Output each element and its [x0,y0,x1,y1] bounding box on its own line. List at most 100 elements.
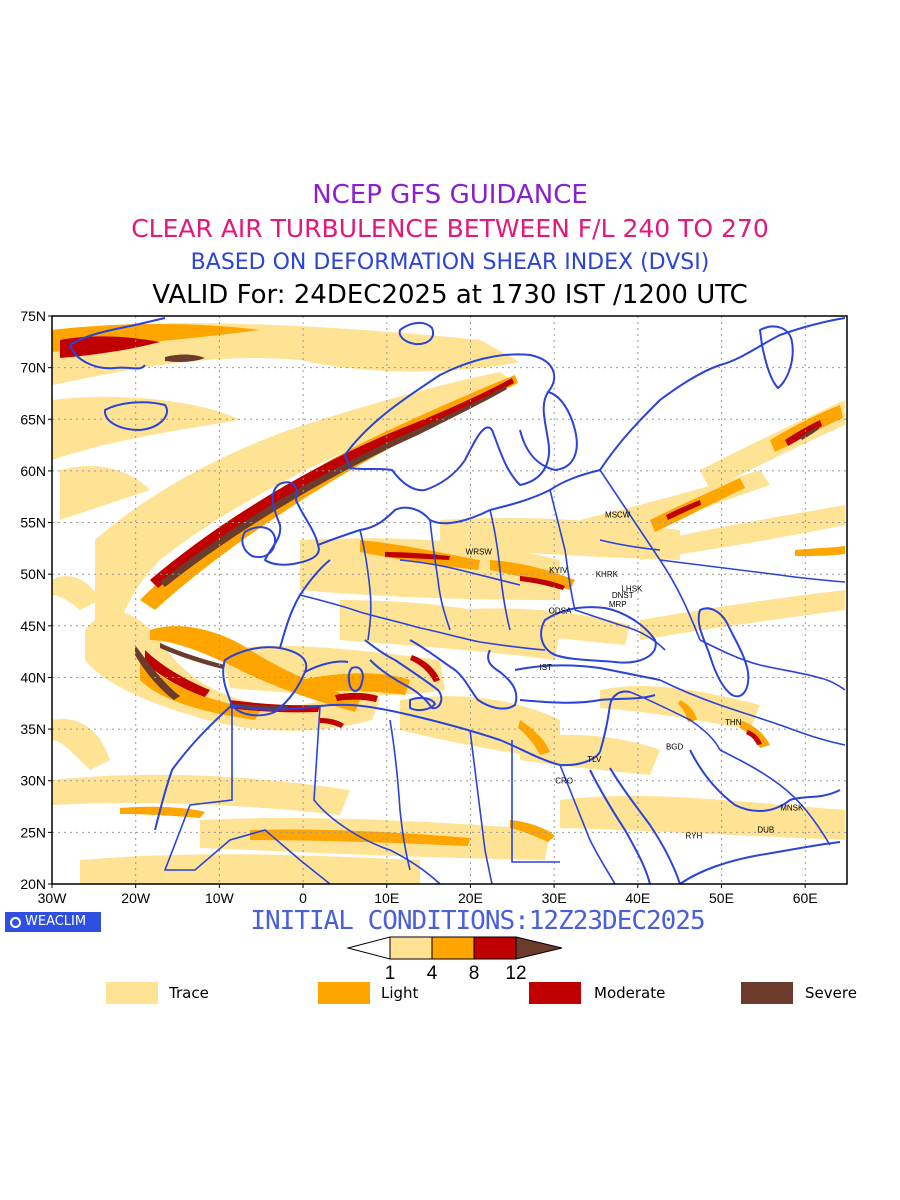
axis-ticks [48,315,806,888]
lat-label: 45N [20,618,46,634]
political-borders [163,469,846,884]
lon-label: 20W [121,890,151,906]
station-label-mscw: MSCW [605,510,631,519]
lon-label: 50E [709,890,734,906]
black-sea-coast [540,606,657,664]
chart-subtitle: CLEAR AIR TURBULENCE BETWEEN F/L 240 TO … [131,214,769,243]
lat-label: 30N [20,773,46,789]
border-line [429,519,451,631]
border-line [313,705,441,884]
border-line [399,559,521,586]
latitude-labels: 75N 70N 65N 60N 55N 50N 45N 40N 35N 30N 25N 20N [20,308,46,892]
border-line [699,639,846,691]
turbulence-map: 75N 70N 65N 60N 55N 50N 45N 40N 35N 30N 25N 20N 30W… [20,308,848,906]
colorbar-tick: 1 [385,963,396,982]
valid-time-line: VALID For: 24DEC2025 at 1730 IST /1200 U… [152,280,748,310]
iberia-coast [222,646,308,717]
station-label-lhsk: LHSK [621,585,643,594]
station-label-ist: IST [540,663,553,672]
station-label-mnsk: MNSK [780,804,804,813]
station-label-dnst: DNST [612,591,634,600]
border-line [359,529,372,641]
station-label-tlv: TLV [587,755,602,764]
border-line [599,469,701,641]
colorbar: 1 4 8 12 [346,936,563,982]
novaya-zemlya-coast [759,325,794,389]
station-label-odsa: ODSA [549,606,572,615]
britain-coast [264,481,320,566]
iceland-coast [104,401,168,431]
lat-label: 20N [20,876,46,892]
station-label-khrk: KHRK [596,570,619,579]
sicily-coast [409,696,436,712]
lat-label: 60N [20,463,46,479]
lat-label: 40N [20,669,46,685]
border-line [549,489,576,611]
station-label-dub: DUB [757,825,774,834]
lon-label: 10E [374,890,399,906]
border-line [659,559,846,583]
station-label-wrsw: WRSW [466,547,493,556]
sardinia-coast [347,666,364,692]
border-line [629,691,721,751]
lat-label: 55N [20,515,46,531]
lon-label: 0 [299,890,307,906]
border-line [489,509,511,631]
turbulence-shading [52,323,845,884]
legend-label-moderate: Moderate [594,984,666,1002]
lat-label: 65N [20,411,46,427]
colorbar-segment-trace [389,936,433,960]
colorbar-segment-moderate [473,936,517,960]
border-line [419,627,546,651]
weaclim-logo[interactable]: WEACLIM [5,912,101,932]
lat-label: 70N [20,360,46,376]
border-line [719,749,831,846]
finland-coast [519,391,578,471]
chart-title: NCEP GFS GUIDANCE [312,180,588,210]
plot-frame [51,315,848,885]
border-line [511,740,560,863]
russia-north-coast [599,317,846,471]
border-line [299,594,421,629]
persian-gulf-coast [689,749,841,812]
border-line [163,704,331,884]
greenland-coast [69,317,166,370]
svalbard-coast [398,322,434,346]
border-line [599,539,661,551]
colorbar-tick: 8 [469,963,480,982]
legend-label-trace: Trace [169,984,209,1002]
turkey-coast [514,664,661,704]
lon-label: 30W [38,890,68,906]
station-label-mrp: MRP [609,600,627,609]
levant-coast [599,690,631,753]
chart-method-line: BASED ON DEFORMATION SHEAR INDEX (DVSI) [190,250,710,275]
colorbar-tick: 12 [505,963,526,982]
border-line [559,764,616,884]
border-line [389,719,411,871]
lon-label: 30E [542,890,567,906]
legend-swatch-severe [741,982,793,1004]
weaclim-logo-text: WEACLIM [25,914,87,929]
red-sea-coast [589,767,681,884]
lat-label: 35N [20,721,46,737]
scandinavia-coast [344,353,556,492]
legend-label-severe: Severe [805,984,857,1002]
italy-coast [364,639,443,710]
legend-swatch-trace [106,982,158,1004]
border-line [574,609,666,651]
initial-conditions-label: INITIAL CONDITIONS:12Z23DEC2025 [250,906,705,936]
legend-swatch-light [318,982,370,1004]
colorbar-segment-light [431,936,475,960]
weaclim-logo-icon [10,917,21,928]
colorbar-low-triangle [346,936,391,960]
station-label-bgd: BGD [666,743,684,752]
lat-label: 75N [20,308,46,324]
lon-label: 20E [458,890,483,906]
colorbar-high-triangle [515,936,563,960]
legend-swatch-moderate [529,982,581,1004]
lat-label: 25N [20,824,46,840]
station-label-thn: THN [725,718,742,727]
balkans-coast [409,639,518,710]
border-line [469,729,493,884]
